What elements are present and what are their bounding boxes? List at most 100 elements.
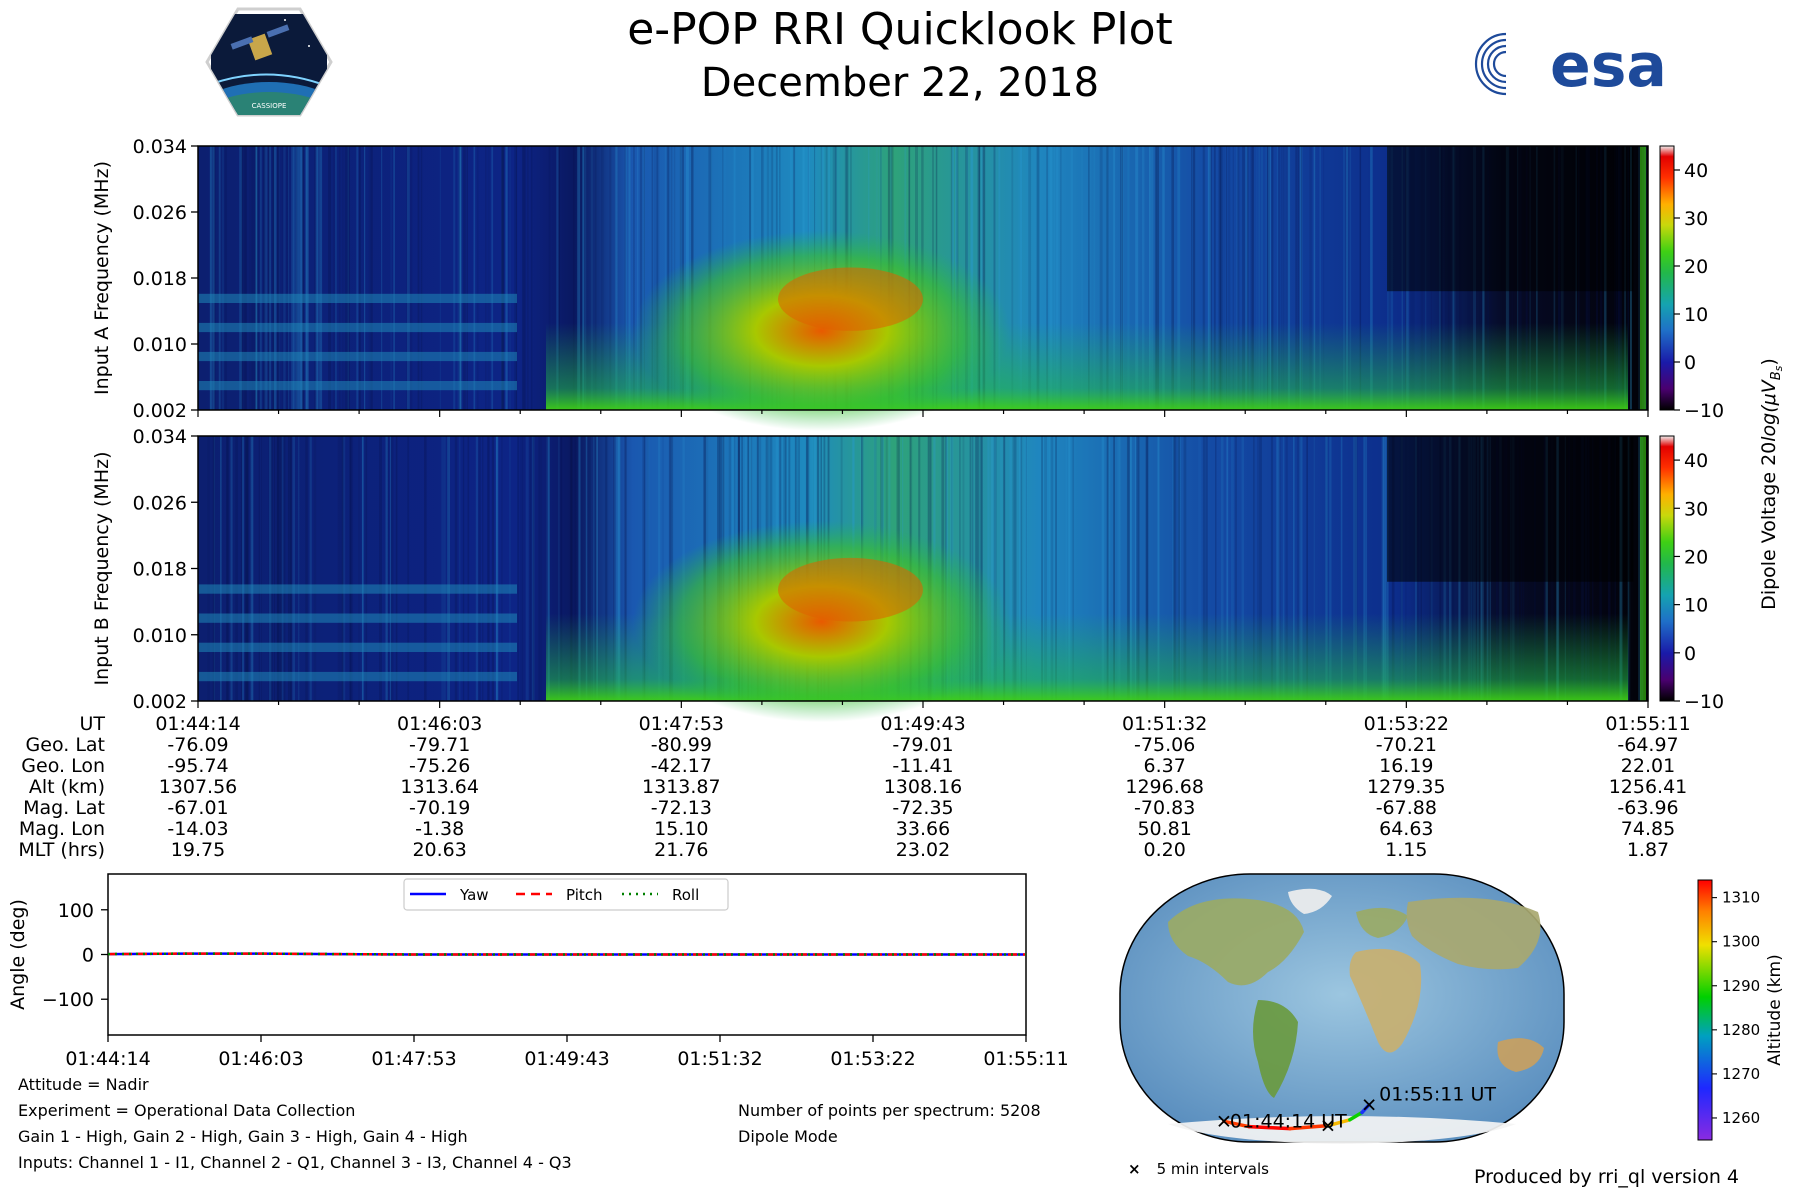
spectrogram-streak <box>207 436 210 701</box>
spectrogram-streak <box>639 146 643 410</box>
spectrogram-streak <box>349 436 351 701</box>
ephemeris-value: 20.63 <box>412 839 466 861</box>
spectrogram-streak <box>1025 436 1027 701</box>
spectrogram-streak <box>335 146 337 410</box>
spectrogram-streak <box>548 146 551 410</box>
spectrogram-streak <box>532 436 535 701</box>
ephemeris-value: 50.81 <box>1137 818 1191 840</box>
spectrogram-streak <box>1106 436 1109 701</box>
spectrogram-streak <box>539 436 543 701</box>
y-tick-label: 0.026 <box>133 202 187 224</box>
continent-greenland <box>1288 888 1332 914</box>
spectrogram-streak <box>1267 146 1270 410</box>
ephemeris-row-label: Mag. Lon <box>19 818 105 840</box>
spectrogram-streak <box>276 436 280 701</box>
ephemeris-value: 1313.64 <box>400 776 479 798</box>
spectrogram-streak <box>1050 436 1054 701</box>
spectrogram-streak <box>390 436 392 701</box>
spectrogram-streak <box>530 146 533 410</box>
spectrogram-streak <box>1383 436 1387 701</box>
spectrogram-streak <box>1145 436 1149 701</box>
spectrogram-streak <box>570 436 573 701</box>
spectrogram-streak <box>1220 436 1224 701</box>
spectrogram-streak <box>1121 146 1124 410</box>
spectrogram-streak <box>993 146 996 410</box>
ephemeris-value: 1279.35 <box>1367 776 1446 798</box>
spectrogram-streak <box>1009 436 1012 701</box>
spectrogram-streak <box>1137 436 1140 701</box>
emission-core <box>778 557 923 622</box>
spectrogram-streak <box>1245 146 1248 410</box>
altitude-colorbar <box>1697 879 1713 1141</box>
spectrogram-streak <box>319 146 323 410</box>
spectrogram-streak <box>560 436 562 701</box>
spectrogram-streak <box>1146 436 1148 701</box>
spectrogram-streak <box>625 146 628 410</box>
quiet-region <box>1387 436 1634 582</box>
spectrogram-streak <box>302 146 304 410</box>
spectrogram-streak <box>637 146 639 410</box>
spectrogram-streak <box>1113 436 1115 701</box>
spectrogram-streak <box>262 146 265 410</box>
spectrogram-streak <box>1359 146 1362 410</box>
spectrogram-streak <box>1142 146 1145 410</box>
spectrogram-streak <box>990 436 994 701</box>
spectrogram-streak <box>1046 146 1048 410</box>
spectrogram-streak <box>255 146 257 410</box>
spectrogram-streak <box>1313 436 1316 701</box>
spectrogram-streak <box>454 436 458 701</box>
spectrogram-streak <box>1056 146 1059 410</box>
spectrogram-streak <box>1225 146 1228 410</box>
ephemeris-time-label: 01:44:14 <box>155 713 240 735</box>
spectrogram-streak <box>245 436 248 701</box>
spectrogram-streak <box>1053 146 1056 410</box>
spectrogram-streak <box>556 146 559 410</box>
y-tick-label: 0.018 <box>133 268 187 290</box>
interval-marker-icon: × <box>1128 1160 1141 1178</box>
spectrogram-streak <box>594 146 597 410</box>
spectrogram-streak <box>1234 436 1237 701</box>
spectrogram-streak <box>250 146 253 410</box>
spectrogram-streak <box>1220 146 1223 410</box>
y-tick-label: 0.026 <box>133 492 187 514</box>
spectrogram-streak <box>1385 436 1387 701</box>
spectrogram-streak <box>349 436 353 701</box>
ephemeris-value: -79.71 <box>409 734 470 756</box>
spectrogram-streak <box>1207 146 1211 410</box>
legend-label-roll: Roll <box>672 886 699 904</box>
attitude-plot: 100 0 −100 01:44:14 01:46:03 01:47:53 01:49:43… <box>7 873 1069 1070</box>
spectrogram-streak <box>1258 146 1261 410</box>
spectrogram-streak <box>1019 146 1022 410</box>
ephemeris-value: 1313.87 <box>642 776 721 798</box>
y-tick-label: 0.002 <box>133 691 187 713</box>
ephemeris-value: 23.02 <box>896 839 950 861</box>
y-tick-label: 0.034 <box>133 426 187 448</box>
spectrogram-streak <box>994 146 996 410</box>
spectrogram-streak <box>459 146 461 410</box>
spectrogram-streak <box>501 146 504 410</box>
legend-label-yaw: Yaw <box>459 886 489 904</box>
spectrogram-streak <box>1126 436 1130 701</box>
series-line-pitch <box>107 952 1026 956</box>
input-a-spectrogram: 0.002 0.010 0.018 0.026 0.034 Input A Frequen… <box>91 136 1649 432</box>
spectrogram-streak <box>617 436 621 701</box>
spectrogram-streak <box>453 146 456 410</box>
spectrogram-streak <box>1036 146 1040 410</box>
spectrogram-streak <box>495 436 499 701</box>
legend-label-pitch: Pitch <box>566 886 603 904</box>
ephemeris-value: -75.26 <box>409 755 470 777</box>
colorbar-tick-label: −10 <box>1684 400 1724 422</box>
spectrogram-streak <box>1260 146 1264 410</box>
y-tick-label: 0.010 <box>133 625 187 647</box>
spectrogram-streak <box>251 436 253 701</box>
spectrogram-streak <box>1348 146 1350 410</box>
spectrogram-streak <box>1241 436 1244 701</box>
spectrogram-streak <box>1282 436 1285 701</box>
spectrogram-streak <box>305 146 309 410</box>
spectrogram-streak <box>1223 146 1225 410</box>
spectrogram-streak <box>1271 146 1274 410</box>
spectrogram-streak <box>1226 436 1229 701</box>
track-end-label: 01:55:11 UT <box>1379 1084 1496 1106</box>
spectrogram-streak <box>379 436 382 701</box>
ephemeris-row-label: Mag. Lat <box>23 797 105 819</box>
